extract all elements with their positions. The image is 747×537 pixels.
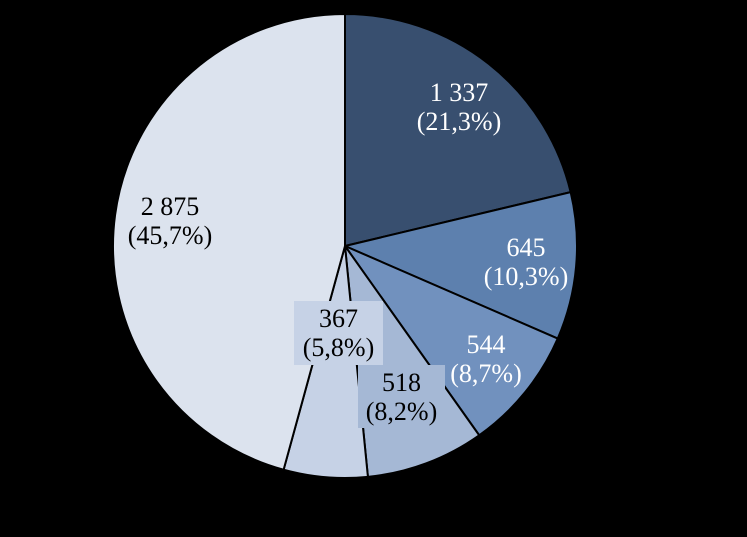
pie-slice-1337 <box>344 13 572 247</box>
pie-slice-544 <box>344 245 559 437</box>
pie-slice-645 <box>344 191 578 340</box>
pie-slice-2875 <box>111 13 346 471</box>
